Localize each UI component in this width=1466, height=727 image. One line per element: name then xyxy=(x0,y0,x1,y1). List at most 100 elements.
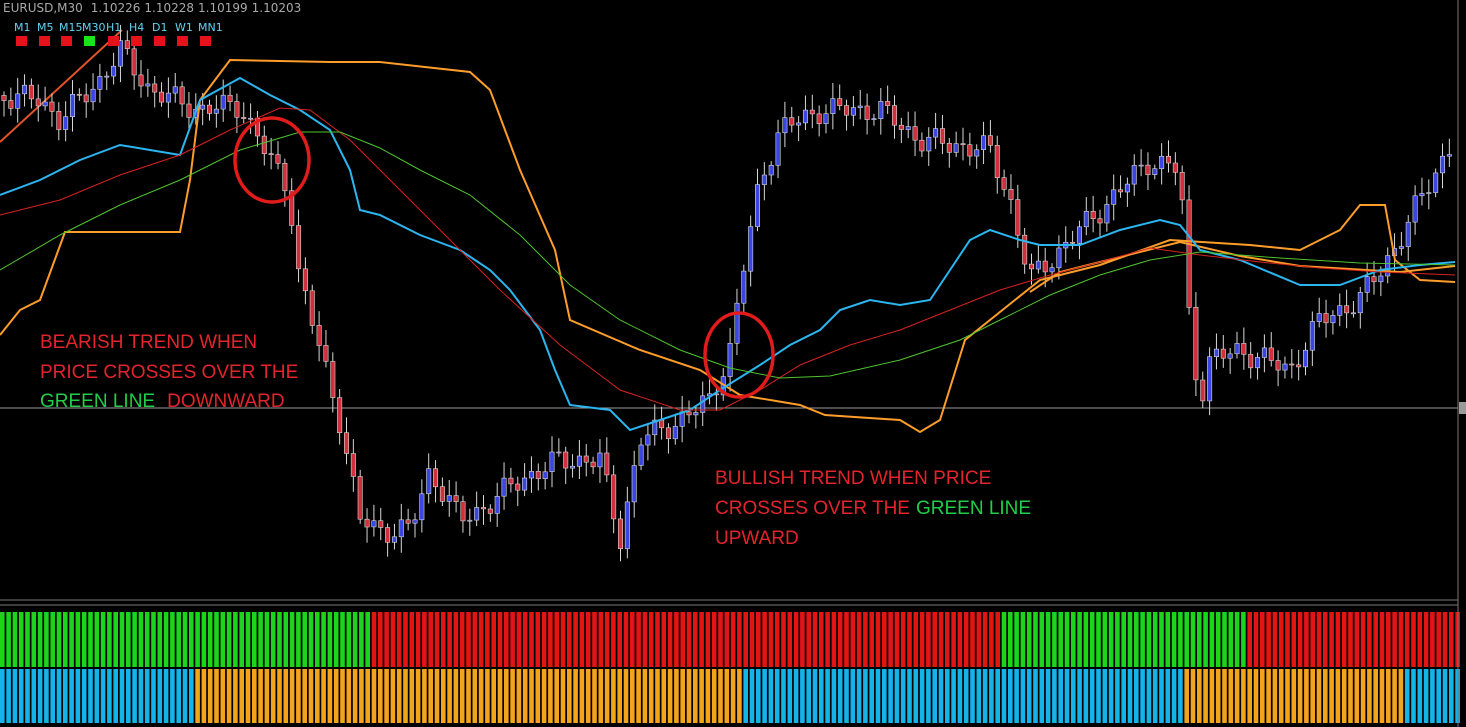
histogram-bar xyxy=(1127,669,1133,723)
histogram-bar xyxy=(976,612,982,667)
candle-body xyxy=(8,100,14,109)
histogram-bar xyxy=(1354,669,1360,723)
histogram-bar xyxy=(1127,612,1133,667)
histogram-bar xyxy=(541,669,547,723)
histogram-bar xyxy=(900,669,906,723)
timeframe-status xyxy=(177,36,188,46)
candle-body xyxy=(446,495,452,502)
histogram-bar xyxy=(623,669,629,723)
histogram-bar xyxy=(0,669,5,723)
histogram-bar xyxy=(774,669,780,723)
histogram-bar xyxy=(1071,612,1076,667)
timeframe-label: M5 xyxy=(37,21,54,34)
histogram-bar xyxy=(863,669,868,723)
histogram-bar xyxy=(522,669,528,723)
candle-body xyxy=(1248,354,1254,369)
histogram-bar xyxy=(472,669,478,723)
candle-body xyxy=(837,98,843,106)
candle-body xyxy=(761,174,767,185)
histogram-bar xyxy=(359,669,364,723)
histogram-bar xyxy=(1386,612,1391,667)
candle-body xyxy=(768,165,774,176)
timeframe-status xyxy=(108,36,119,46)
histogram-bar xyxy=(611,612,616,667)
histogram-bar xyxy=(592,612,597,667)
histogram-bar xyxy=(31,612,37,667)
histogram-bar xyxy=(308,612,314,667)
candle-body xyxy=(1193,306,1199,381)
candle-body xyxy=(885,101,891,106)
histogram-bar xyxy=(661,612,667,667)
histogram-bar xyxy=(567,669,572,723)
histogram-bar xyxy=(1146,612,1152,667)
indicator-lines xyxy=(0,58,1456,434)
candle-body xyxy=(1097,218,1103,224)
candle-body xyxy=(316,325,322,346)
candle-body xyxy=(549,451,555,473)
symbol: EURUSD,M30 xyxy=(3,1,83,15)
histogram-bar xyxy=(1442,612,1448,667)
candle-body xyxy=(1337,305,1343,316)
histogram-bar xyxy=(1209,669,1215,723)
histogram-bar xyxy=(1278,669,1284,723)
histogram-bar xyxy=(6,612,11,667)
candle-body xyxy=(412,519,418,524)
candle-body xyxy=(981,135,987,150)
candle-body xyxy=(556,451,562,454)
histogram-bar xyxy=(283,612,289,667)
timeframe-status xyxy=(84,36,95,46)
histogram-bar xyxy=(831,669,837,723)
histogram-bar xyxy=(793,612,799,667)
histogram-bar xyxy=(1386,669,1391,723)
histogram-bar xyxy=(233,669,238,723)
histogram-bar xyxy=(396,669,402,723)
histogram-bar xyxy=(1316,612,1322,667)
annotation-green: GREEN LINE xyxy=(916,498,1031,519)
candle-body xyxy=(987,135,993,146)
histogram-bar xyxy=(1354,612,1360,667)
histogram-bar xyxy=(1379,612,1385,667)
histogram-bar xyxy=(1278,612,1284,667)
histogram-bar xyxy=(1171,669,1177,723)
histogram-bar xyxy=(907,669,912,723)
histogram-bar xyxy=(1152,669,1158,723)
histogram-bar xyxy=(535,612,541,667)
histogram-bar xyxy=(699,612,704,667)
histogram-bar xyxy=(1115,669,1120,723)
histogram-bar xyxy=(938,669,944,723)
histogram-bar xyxy=(894,612,900,667)
candle-body xyxy=(878,101,884,120)
histogram-bar xyxy=(1108,669,1114,723)
candle-body xyxy=(905,126,911,130)
histogram-bar xyxy=(491,669,496,723)
histogram-bar xyxy=(1071,669,1076,723)
histogram-bar xyxy=(1335,669,1341,723)
candle-body xyxy=(1124,183,1130,193)
candle-body xyxy=(563,451,569,469)
candle-body xyxy=(323,345,329,362)
histogram-bar xyxy=(548,612,553,667)
candle-body xyxy=(570,465,576,469)
histogram-bar xyxy=(800,612,805,667)
histogram-bar xyxy=(270,669,276,723)
candle-body xyxy=(542,471,548,479)
histogram-bar xyxy=(403,612,408,667)
histogram-bar xyxy=(113,669,118,723)
candle-body xyxy=(220,94,226,110)
histogram-bar xyxy=(144,612,150,667)
histogram-bar xyxy=(100,612,106,667)
histogram-bar xyxy=(1033,669,1038,723)
histogram-bar xyxy=(1323,612,1328,667)
histogram-bar xyxy=(1045,612,1051,667)
candle-body xyxy=(152,83,158,93)
candle-body xyxy=(1261,347,1267,358)
candle-body xyxy=(487,508,493,514)
histogram-bar xyxy=(1260,669,1265,723)
candle-body xyxy=(796,122,802,126)
histogram-bar xyxy=(113,612,118,667)
candle-body xyxy=(433,468,439,488)
histogram-bar xyxy=(837,612,843,667)
histogram-bar xyxy=(327,612,333,667)
histogram-bar xyxy=(37,669,43,723)
histogram-bar xyxy=(126,612,131,667)
